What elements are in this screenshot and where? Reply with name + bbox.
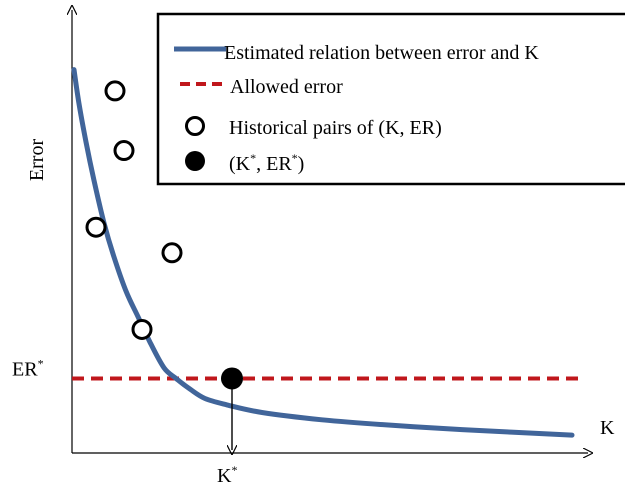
k-star-label: K* <box>217 463 237 487</box>
er-star-label: ER* <box>12 356 44 380</box>
legend-label-historical: Historical pairs of (K, ER) <box>229 117 442 139</box>
legend-box <box>156 12 625 186</box>
curve-layer <box>71 67 575 438</box>
axes: Error K <box>26 10 615 453</box>
historical-point <box>85 216 107 238</box>
optimum-point <box>221 367 243 390</box>
er-star-sup: * <box>38 356 44 370</box>
historical-point <box>104 80 126 102</box>
historical-point <box>161 242 183 264</box>
historical-points-layer <box>85 80 183 340</box>
legend-label-allowed: Allowed error <box>230 76 343 98</box>
optimum-layer <box>221 367 243 450</box>
y-axis-label: Error <box>26 139 48 182</box>
k-star-sup: * <box>231 463 237 477</box>
k-star-text: K <box>217 465 232 487</box>
er-star-text: ER <box>12 358 38 380</box>
historical-point <box>131 318 153 340</box>
legend: Estimated relation between error and K A… <box>156 12 625 186</box>
estimated-relation-curve <box>71 67 575 438</box>
legend-label-curve: Estimated relation between error and K <box>224 42 539 64</box>
historical-point <box>113 140 135 162</box>
legend-swatch-optimum <box>185 151 205 171</box>
x-axis-label: K <box>600 417 615 439</box>
legend-swatch-historical <box>185 116 205 136</box>
legend-label-optimum: (K*, ER*) <box>229 151 304 175</box>
